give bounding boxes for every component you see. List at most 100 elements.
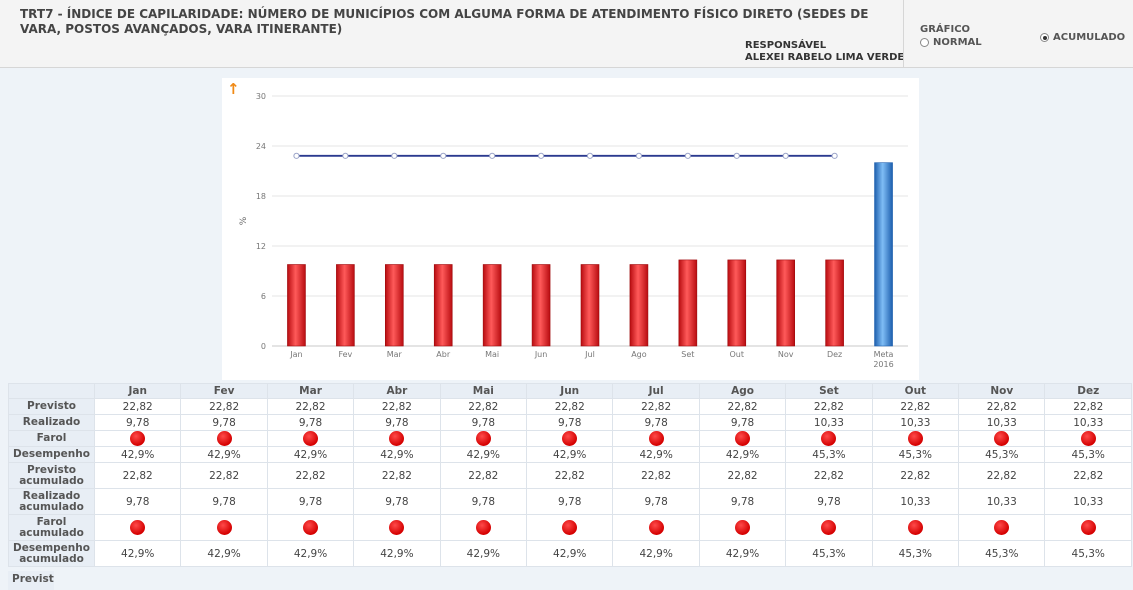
meta-bar: [874, 162, 893, 347]
chart-area: ↑ 0 6 12 18 24 30% Jan Fev Mar Abr Mai Jun Jul Ago Set…: [222, 78, 919, 380]
y-tick-label: 6: [261, 292, 266, 301]
value-cell: 9,78: [93, 414, 182, 431]
value-cell: 22,82: [698, 398, 787, 415]
realizado-bar: [678, 259, 698, 347]
value-cell: 22,82: [439, 462, 528, 489]
previsto-point: [586, 152, 594, 159]
value-cell: 10,33: [1044, 488, 1132, 515]
farol-cell: [958, 430, 1046, 447]
value-cell: 45,3%: [785, 540, 873, 567]
value-cell: 9,78: [93, 488, 182, 515]
value-cell: 42,9%: [612, 446, 700, 463]
radio-acumulado-indicator[interactable]: [1040, 33, 1049, 42]
previsto-point: [733, 152, 740, 159]
radio-normal[interactable]: NORMAL: [920, 37, 982, 48]
previsto-point: [342, 152, 349, 159]
month-header: Mar: [266, 383, 355, 399]
red-status-icon: [389, 520, 405, 535]
y-tick-label: 0: [261, 342, 266, 351]
table-row: Previsto acumulado 22,82 22,82 22,82 22,82 22…: [8, 462, 1132, 489]
value-cell: 10,33: [871, 414, 960, 431]
red-status-icon: [303, 520, 319, 535]
x-tick-label: Meta: [874, 350, 894, 359]
value-cell: 22,82: [353, 398, 441, 415]
realizado-bar: [825, 259, 844, 347]
farol-cell: [1044, 514, 1132, 541]
value-cell: 42,9%: [526, 540, 614, 567]
value-cell: 42,9%: [266, 446, 355, 463]
previsto-point: [537, 152, 545, 159]
value-cell: 42,9%: [526, 446, 614, 463]
value-cell: 45,3%: [1044, 446, 1132, 463]
previsto-point: [782, 152, 789, 159]
value-cell: 22,82: [1044, 462, 1132, 489]
x-tick-label: Dez: [827, 350, 842, 359]
month-header: Jun: [526, 383, 614, 399]
red-status-icon: [216, 431, 232, 446]
red-status-icon: [907, 431, 923, 446]
value-cell: 22,82: [93, 398, 182, 415]
x-tick-label: Jun: [534, 350, 548, 359]
value-cell: 22,82: [180, 398, 268, 415]
previsto-point: [635, 152, 643, 159]
red-status-icon: [907, 520, 923, 535]
value-cell: 22,82: [958, 462, 1046, 489]
y-tick-label: 24: [256, 142, 266, 151]
value-cell: 42,9%: [698, 540, 787, 567]
realizado-bar: [580, 264, 600, 347]
farol-cell: [180, 514, 268, 541]
value-cell: 9,78: [353, 414, 441, 431]
farol-cell: [526, 430, 614, 447]
value-cell: 22,82: [353, 462, 441, 489]
month-header: Ago: [698, 383, 787, 399]
value-cell: 9,78: [266, 414, 355, 431]
indicator-title: TRT7 - ÍNDICE DE CAPILARIDADE: NÚMERO DE…: [20, 7, 869, 36]
previsto-point: [684, 152, 691, 159]
farol-cell: [266, 514, 355, 541]
row-label: Previsto: [8, 398, 95, 415]
x-tick-label: Nov: [778, 350, 794, 359]
table-row: Desempenho 42,9% 42,9% 42,9% 42,9% 42,9% 42,9%…: [8, 446, 1132, 463]
previsto-point: [831, 152, 838, 159]
x-tick-label: Abr: [436, 350, 451, 359]
value-cell: 10,33: [1044, 414, 1132, 431]
red-status-icon: [562, 431, 578, 446]
x-tick-label: Mai: [485, 350, 499, 359]
y-tick-label: 12: [256, 242, 266, 251]
farol-cell: [958, 514, 1046, 541]
value-cell: 42,9%: [353, 540, 441, 567]
value-cell: 42,9%: [698, 446, 787, 463]
table-row: Previsto 22,82 22,82 22,82 22,82 22,82 22,82 22…: [8, 398, 1132, 415]
farol-cell: [353, 430, 441, 447]
bar-chart: 0 6 12 18 24 30% Jan Fev Mar Abr Mai Jun Jul Ago Set Ou…: [239, 92, 908, 369]
value-cell: 10,33: [871, 488, 960, 515]
realizado-bar: [433, 264, 453, 347]
radio-acumulado[interactable]: ACUMULADO: [1040, 32, 1125, 43]
value-cell: 22,82: [526, 462, 614, 489]
month-header: Mai: [439, 383, 528, 399]
red-status-icon: [475, 431, 491, 446]
farol-cell: [785, 514, 873, 541]
value-cell: 45,3%: [871, 446, 960, 463]
month-header: Fev: [180, 383, 268, 399]
month-header: Dez: [1044, 383, 1132, 399]
value-cell: 9,78: [526, 488, 614, 515]
realizado-bar: [629, 264, 649, 347]
table-row: Desempenho acumulado 42,9% 42,9% 42,9% 42,9%…: [8, 540, 1132, 567]
x-tick-label: 2016: [873, 360, 893, 369]
radio-normal-indicator[interactable]: [920, 38, 929, 47]
value-cell: 9,78: [698, 488, 787, 515]
previsto-point: [440, 152, 447, 159]
value-cell: 42,9%: [180, 540, 268, 567]
value-cell: 22,82: [93, 462, 182, 489]
realizado-bar: [482, 264, 502, 347]
red-status-icon: [994, 431, 1010, 446]
farol-cell: [698, 514, 787, 541]
table-row: Realizado acumulado 9,78 9,78 9,78 9,78 9,78 9…: [8, 488, 1132, 515]
x-tick-label: Mar: [387, 350, 403, 359]
realizado-bar: [385, 264, 404, 347]
value-cell: 9,78: [698, 414, 787, 431]
value-cell: 9,78: [612, 488, 700, 515]
table-row: Realizado 9,78 9,78 9,78 9,78 9,78 9,78 9,78 9,7…: [8, 414, 1132, 431]
